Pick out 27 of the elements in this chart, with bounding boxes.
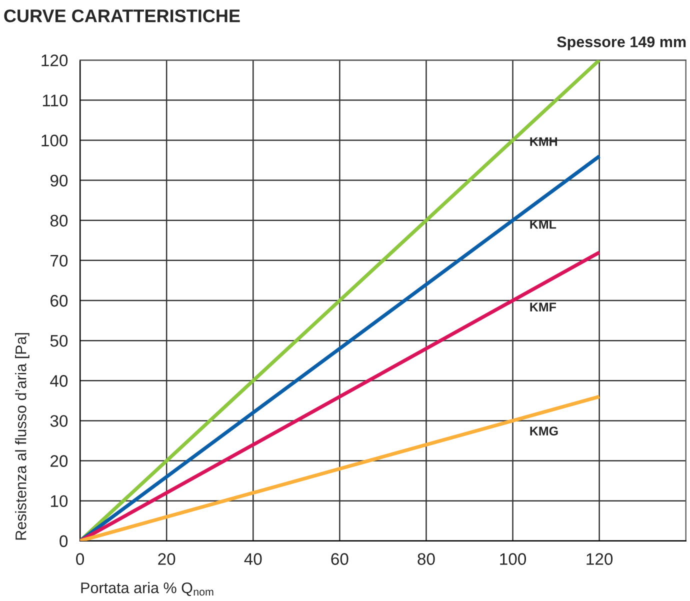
- y-tick-label: 60: [50, 294, 68, 307]
- chart-title: CURVE CARATTERISTICHE: [4, 9, 240, 22]
- y-tick-label: 120: [42, 54, 68, 66]
- x-tick-label: 20: [158, 553, 176, 565]
- y-tick-label: 70: [50, 254, 68, 267]
- y-tick-label: 40: [50, 375, 68, 387]
- y-tick-label: 100: [42, 134, 68, 146]
- y-tick-label: 110: [42, 94, 68, 106]
- series-label: KML: [530, 220, 556, 229]
- y-tick-label: 80: [50, 214, 68, 227]
- x-tick-label: 120: [586, 553, 613, 565]
- x-tick-label: 40: [244, 553, 262, 565]
- series-label: KMG: [530, 426, 558, 436]
- y-tick-label: 50: [50, 334, 68, 347]
- x-tick-label: 60: [331, 553, 348, 565]
- y-tick-label: 20: [50, 455, 68, 467]
- x-tick-label: 80: [418, 553, 435, 565]
- y-tick-label: 30: [50, 415, 68, 427]
- y-axis-title: Resistenza al flusso d’aria [Pa]: [15, 333, 30, 540]
- chart-subtitle: Spessore 149 mm: [557, 36, 686, 50]
- x-tick-label: 100: [500, 553, 526, 565]
- x-tick-label: 0: [76, 553, 84, 565]
- y-tick-label: 90: [50, 174, 68, 187]
- series-label: KMF: [530, 302, 556, 312]
- y-tick-label: 10: [50, 495, 68, 508]
- y-tick-label: 0: [60, 535, 68, 548]
- x-axis-title: Portata aria % Q$_{nom}$: [81, 582, 214, 596]
